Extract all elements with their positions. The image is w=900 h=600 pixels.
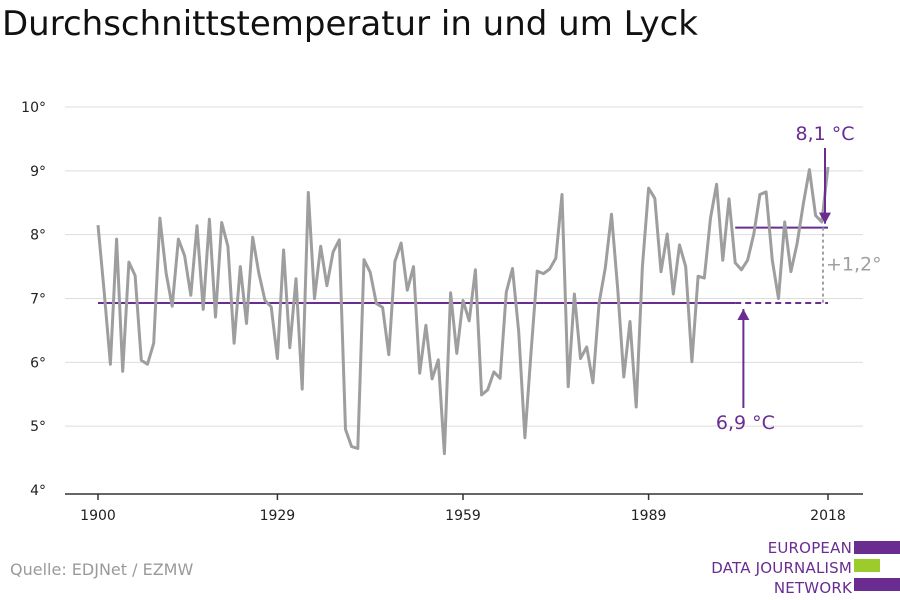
logo-text: EUROPEAN DATA JOURNALISM NETWORK bbox=[711, 538, 852, 598]
y-tick-labels: 4° 5° 6° 7° 8° 9° 10° bbox=[21, 100, 46, 499]
y-tick-label-6: 6° bbox=[30, 355, 46, 371]
logo-bar-green bbox=[854, 559, 880, 572]
x-tick-label-2018: 2018 bbox=[810, 508, 846, 524]
logo-bar-purple-top bbox=[854, 541, 900, 554]
x-tick-label-1900: 1900 bbox=[80, 508, 116, 524]
difference-label: +1,2° bbox=[826, 253, 882, 275]
temperature-series-line bbox=[96, 166, 830, 456]
y-tick-label-7: 7° bbox=[30, 292, 46, 308]
y-tick-label-8: 8° bbox=[30, 228, 46, 244]
x-tick-label-1929: 1929 bbox=[260, 508, 296, 524]
y-tick-label-5: 5° bbox=[30, 419, 46, 435]
recent-arrow-head bbox=[819, 212, 831, 224]
x-tick-labels: 1900 1929 1959 1989 2018 bbox=[80, 494, 846, 524]
source-note: Quelle: EDJNet / EZMW bbox=[10, 560, 194, 579]
recent-average-label: 8,1 °C bbox=[795, 123, 854, 145]
baseline-average-label: 6,9 °C bbox=[716, 412, 775, 434]
x-tick-label-1959: 1959 bbox=[445, 508, 481, 524]
x-tick-label-1989: 1989 bbox=[631, 508, 667, 524]
y-tick-label-4: 4° bbox=[30, 483, 46, 499]
baseline-arrow-head bbox=[737, 308, 750, 320]
edjnet-logo: EUROPEAN DATA JOURNALISM NETWORK bbox=[700, 538, 900, 598]
logo-line-3: NETWORK bbox=[773, 579, 852, 597]
logo-line-2: DATA JOURNALISM bbox=[711, 559, 852, 577]
logo-bar-purple-bottom bbox=[854, 578, 900, 591]
annotations: 6,9 °C 8,1 °C +1,2° bbox=[716, 123, 882, 434]
chart-title: Durchschnittstemperatur in und um Lyck bbox=[2, 4, 698, 44]
y-tick-label-9: 9° bbox=[30, 164, 46, 180]
y-tick-label-10: 10° bbox=[21, 100, 46, 116]
logo-line-1: EUROPEAN bbox=[767, 539, 852, 557]
